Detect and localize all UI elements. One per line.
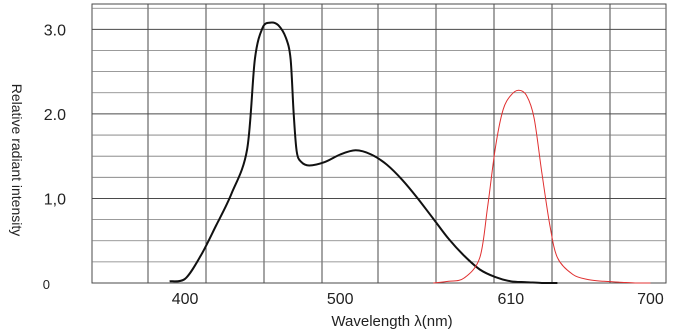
- x-axis-label: Wavelength λ(nm): [331, 313, 452, 330]
- x-tick-label: 700: [637, 291, 664, 308]
- series-group: [169, 21, 651, 285]
- tick-labels: 400 500 610 700 0 1,0 2.0 3.0: [43, 22, 664, 308]
- x-tick-label: 400: [172, 291, 199, 308]
- plot-frame: [91, 3, 667, 284]
- series-line-black: [169, 21, 558, 285]
- grid: [91, 3, 667, 284]
- y-axis-label: Relative radiant intensity: [9, 84, 25, 237]
- series-line-red: [433, 89, 651, 284]
- y-tick-label: 2.0: [44, 107, 66, 124]
- y-tick-label: 1,0: [44, 191, 66, 208]
- y-tick-label: 0: [43, 277, 50, 292]
- y-tick-label: 3.0: [44, 22, 66, 39]
- x-tick-label: 500: [327, 291, 354, 308]
- x-tick-label: 610: [498, 291, 525, 308]
